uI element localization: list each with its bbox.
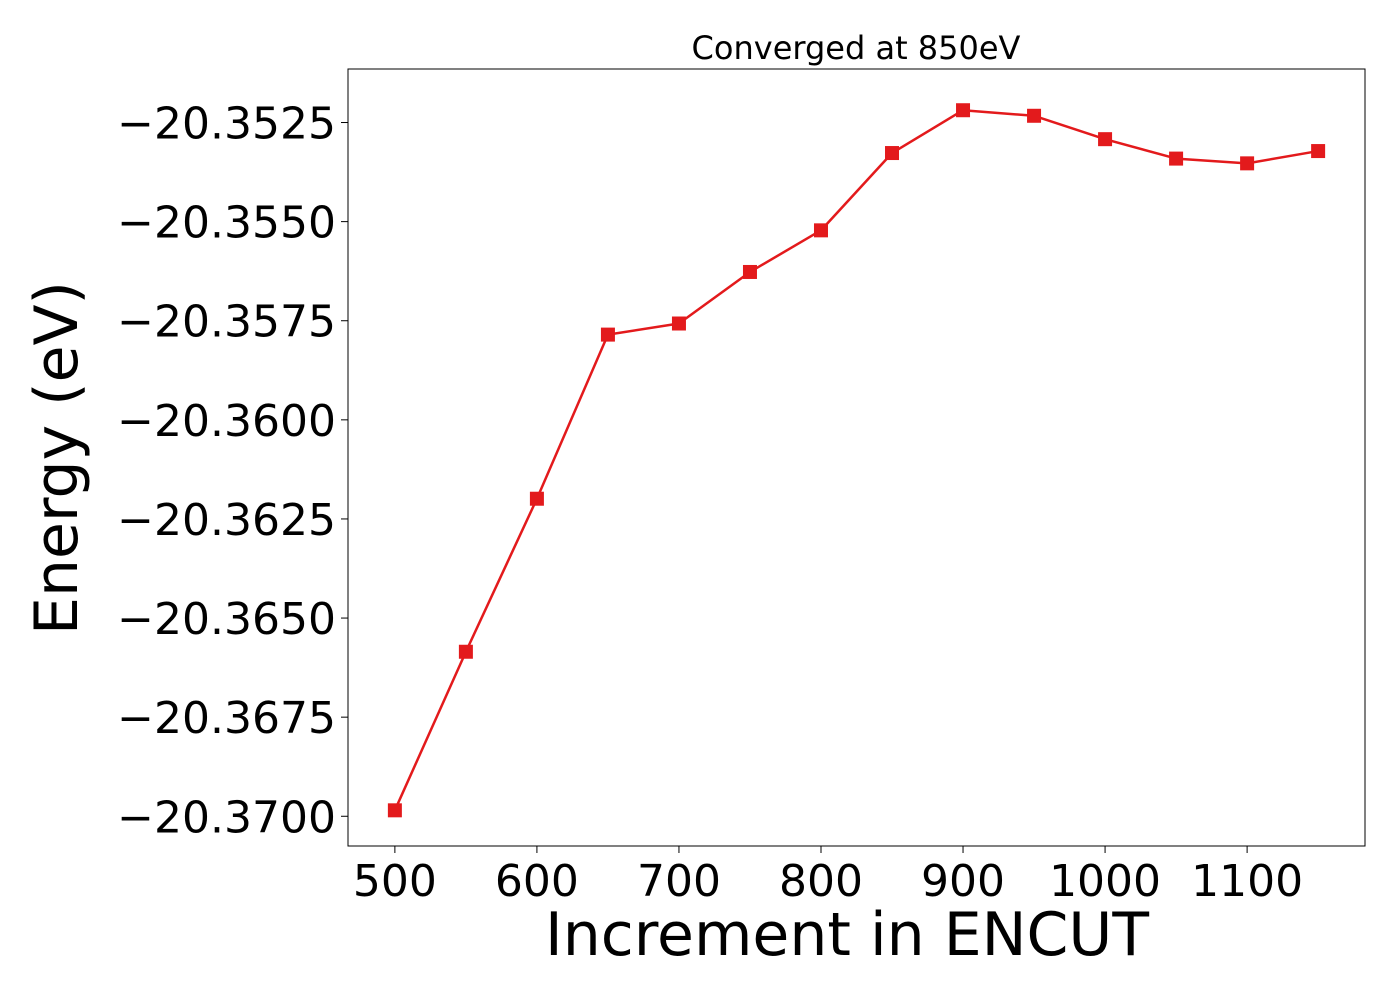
data-point: [1169, 151, 1184, 166]
data-point: [529, 491, 544, 506]
data-point: [1240, 156, 1255, 171]
y-tick-label: −20.3700: [117, 792, 336, 843]
y-tick-label: −20.3650: [117, 594, 336, 645]
data-point: [742, 264, 757, 279]
data-point: [671, 316, 686, 331]
series-line: [393, 108, 1319, 811]
x-tick-label: 1100: [1191, 856, 1303, 907]
x-tick-label: 1000: [1049, 856, 1161, 907]
x-axis-ticks: 500 600 700 800 900 1000 1100: [353, 846, 1303, 907]
data-point: [813, 223, 828, 238]
data-point: [956, 103, 971, 118]
data-point: [1027, 108, 1042, 123]
x-axis-title: Increment in ENCUT: [545, 900, 1149, 970]
x-tick-label: 800: [779, 856, 863, 907]
y-tick-label: −20.3625: [117, 495, 336, 546]
y-tick-label: −20.3600: [117, 396, 336, 447]
data-point: [1098, 132, 1113, 147]
y-tick-label: −20.3675: [117, 693, 336, 744]
series-layer: [387, 103, 1326, 818]
plot-frame: [347, 68, 1366, 847]
x-tick-label: 900: [921, 856, 1005, 907]
x-tick-label: 500: [353, 856, 437, 907]
data-point: [458, 644, 473, 659]
data-point: [885, 146, 900, 161]
data-point: [600, 327, 615, 342]
y-tick-label: −20.3575: [117, 297, 336, 348]
data-point: [1311, 144, 1326, 159]
y-axis-ticks: −20.3525 −20.3550 −20.3575 −20.3600 −20.3625…: [117, 99, 348, 843]
data-point: [387, 803, 402, 818]
y-axis-title: Energy (eV): [22, 281, 92, 635]
x-tick-label: 700: [637, 856, 721, 907]
y-tick-label: −20.3525: [117, 99, 336, 150]
chart-title: Converged at 850eV: [692, 29, 1021, 67]
y-tick-label: −20.3550: [117, 198, 336, 249]
x-tick-label: 600: [495, 856, 579, 907]
